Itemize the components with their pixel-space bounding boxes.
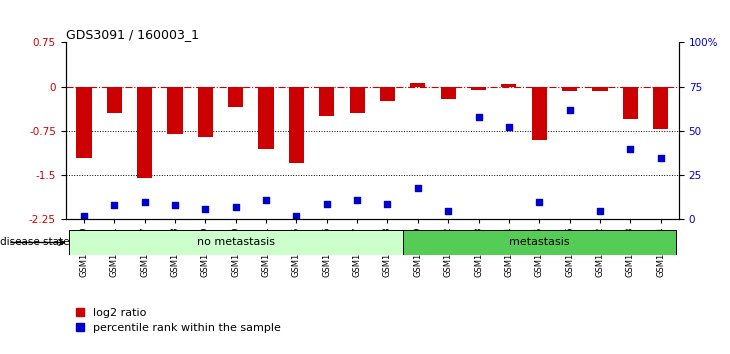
Point xyxy=(624,146,636,152)
Point xyxy=(473,114,485,120)
Bar xyxy=(562,87,577,91)
Bar xyxy=(410,82,426,87)
Bar xyxy=(441,87,456,98)
Text: disease state: disease state xyxy=(0,238,69,247)
Point xyxy=(442,208,454,213)
Bar xyxy=(228,87,243,107)
Point xyxy=(382,201,393,206)
Point xyxy=(412,185,423,190)
Point xyxy=(230,204,242,210)
Point xyxy=(139,199,150,205)
Point xyxy=(321,201,333,206)
Bar xyxy=(592,87,607,91)
Point xyxy=(503,125,515,130)
Point xyxy=(109,202,120,208)
Bar xyxy=(107,87,122,113)
Point xyxy=(534,199,545,205)
Text: GDS3091 / 160003_1: GDS3091 / 160003_1 xyxy=(66,28,199,41)
Bar xyxy=(380,87,395,102)
Bar xyxy=(77,87,91,158)
Point xyxy=(564,107,575,113)
Bar xyxy=(198,87,213,137)
Bar xyxy=(69,230,403,255)
Point xyxy=(78,213,90,219)
Bar xyxy=(258,87,274,149)
Point xyxy=(169,202,181,208)
Bar xyxy=(350,87,365,113)
Text: metastasis: metastasis xyxy=(509,238,569,247)
Point xyxy=(291,213,302,219)
Point xyxy=(655,155,666,160)
Bar xyxy=(289,87,304,164)
Bar xyxy=(167,87,182,134)
Point xyxy=(260,197,272,203)
Bar xyxy=(471,87,486,90)
Bar xyxy=(137,87,153,178)
Bar xyxy=(531,87,547,140)
Legend: log2 ratio, percentile rank within the sample: log2 ratio, percentile rank within the s… xyxy=(72,303,286,338)
Point xyxy=(594,208,606,213)
Point xyxy=(351,197,363,203)
Point xyxy=(199,206,211,212)
Bar xyxy=(403,230,676,255)
Bar xyxy=(319,87,334,116)
Bar xyxy=(502,84,517,87)
Bar xyxy=(653,87,668,129)
Text: no metastasis: no metastasis xyxy=(196,238,274,247)
Bar xyxy=(623,87,638,119)
